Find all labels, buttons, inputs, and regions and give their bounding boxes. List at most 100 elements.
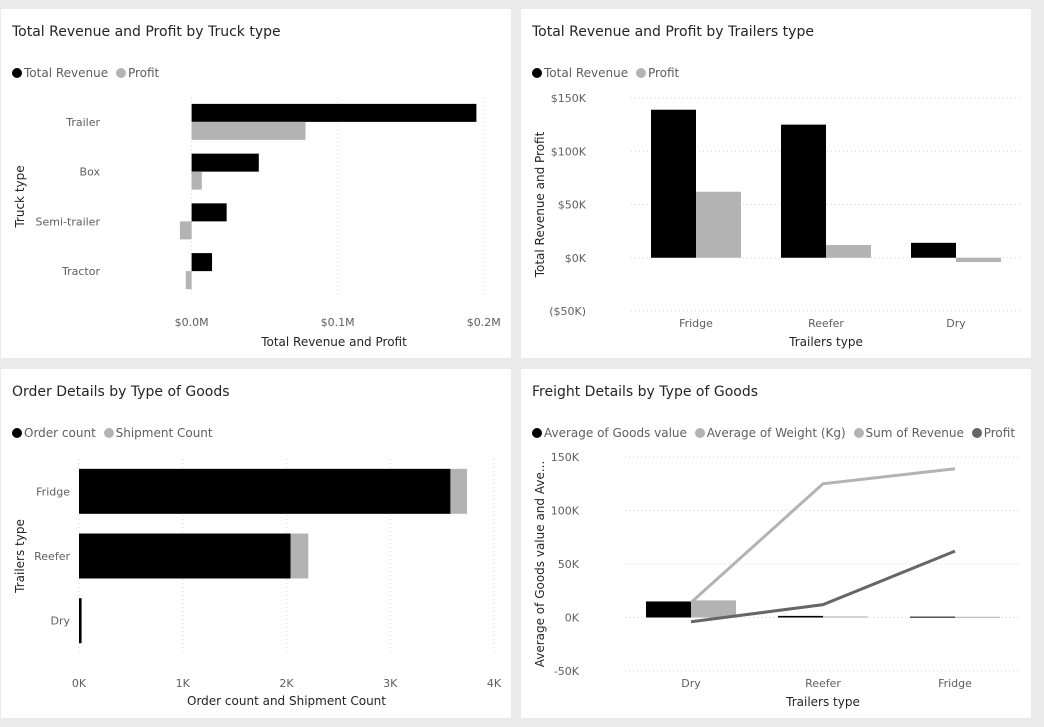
bar-profit-box: [191, 171, 202, 190]
legend-item-shipment-count[interactable]: Shipment Count: [103, 426, 213, 440]
x-tick-label: $0.0M: [175, 316, 209, 329]
bar-average-of-weight-kg--reefer: [823, 616, 868, 618]
bar-order-count-dry: [79, 598, 82, 644]
chart-title: Freight Details by Type of Goods: [532, 384, 759, 400]
y-tick-label: 150K: [551, 451, 580, 464]
bar-profit-reefer: [826, 244, 871, 258]
x-tick-label: 4K: [487, 677, 502, 690]
y-axis-title: Total Revenue and Profit: [533, 131, 547, 278]
truck-type-chart: $0.0M $0.1M $0.2M Trailer Box Semi-trailer Tra…: [13, 97, 501, 349]
legend-dot: [853, 428, 864, 438]
legend-label: Average of Goods value: [544, 426, 687, 440]
panel-trailers-type: Total Revenue and Profit by Trailers typ…: [521, 9, 1031, 358]
legend-dot: [532, 68, 542, 78]
legend: Order count Shipment Count: [12, 426, 217, 440]
legend-item-avg-goods-value[interactable]: Average of Goods value: [532, 426, 687, 440]
legend-item-sum-revenue[interactable]: Sum of Revenue: [853, 426, 964, 440]
bar-total-revenue-box: [191, 153, 259, 172]
legend-dot: [115, 68, 126, 78]
bar-order-count-reefer: [79, 533, 291, 579]
legend-dot: [12, 68, 22, 78]
y-axis-title: Truck type: [13, 165, 27, 228]
panel-order-details: Order Details by Type of Goods Order cou…: [1, 369, 511, 718]
x-tick-label: Fridge: [938, 677, 972, 690]
x-tick-label: 1K: [176, 677, 191, 690]
bar-average-of-goods-value-reefer: [778, 615, 823, 618]
y-tick-label: $150K: [551, 92, 587, 105]
x-tick-label: 2K: [279, 677, 294, 690]
bar-profit-dry: [956, 257, 1001, 263]
bar-shipment-count-fridge: [450, 468, 468, 514]
y-tick-label: 50K: [558, 558, 580, 571]
panel-freight-details: Freight Details by Type of Goods Average…: [521, 369, 1031, 718]
chart-title: Order Details by Type of Goods: [12, 384, 230, 400]
y-tick-label: $0K: [565, 252, 587, 265]
x-tick-label: Reefer: [808, 317, 844, 330]
x-tick-label: 0K: [72, 677, 87, 690]
bar-total-revenue-semi-trailer: [191, 203, 227, 222]
freight-details-chart: 150K 100K 50K 0K -50K Dry Reefer Fridge Trailers…: [533, 451, 1021, 709]
x-tick-label: Reefer: [805, 677, 841, 690]
trailers-type-chart: $150K $100K $50K $0K ($50K) Fridge Reefer Dry Tr…: [533, 92, 1021, 349]
y-axis-title: Trailers type: [13, 519, 27, 594]
bar-total-revenue-trailer: [191, 103, 477, 122]
legend: Average of Goods value Average of Weight…: [532, 426, 1019, 440]
line-sum-of-revenue: [689, 467, 956, 604]
legend-label: Total Revenue: [544, 66, 629, 80]
legend-dot: [694, 428, 705, 438]
y-tick-label: $50K: [558, 199, 587, 212]
bar-average-of-goods-value-dry: [646, 601, 691, 618]
bar-total-revenue-tractor: [191, 253, 213, 272]
legend-dot: [635, 68, 646, 78]
bar-shipment-count-reefer: [290, 533, 309, 579]
legend-item-total-revenue[interactable]: Total Revenue: [12, 66, 108, 80]
legend-dot: [532, 428, 542, 438]
legend-label: Profit: [127, 66, 160, 80]
line-profit: [690, 549, 956, 624]
y-tick-label: Fridge: [36, 485, 70, 498]
legend-label: Average of Weight (Kg): [706, 426, 846, 440]
panel-truck-type: Total Revenue and Profit by Truck type T…: [1, 9, 511, 358]
bar-total-revenue-dry: [911, 242, 956, 258]
x-axis-title: Total Revenue and Profit: [260, 335, 407, 349]
y-axis-title: Average of Goods value and Ave...: [533, 461, 547, 668]
chart-title: Total Revenue and Profit by Truck type: [12, 24, 281, 40]
chart-title: Total Revenue and Profit by Trailers typ…: [532, 24, 814, 40]
legend-dot: [971, 428, 982, 438]
y-tick-label: -50K: [554, 665, 580, 678]
bar-profit-semi-trailer: [179, 221, 192, 240]
legend-item-total-revenue[interactable]: Total Revenue: [532, 66, 628, 80]
order-details-chart: 0K 1K 2K 3K 4K Fridge Reefer Dry Order count and…: [13, 459, 502, 708]
bar-profit-fridge: [696, 191, 741, 258]
legend-label: Sum of Revenue: [865, 426, 964, 440]
x-axis-title: Trailers type: [788, 335, 863, 349]
legend-label: Order count: [24, 426, 96, 440]
y-tick-label: 100K: [551, 505, 580, 518]
bar-profit-tractor: [185, 271, 192, 290]
bar-average-of-goods-value-fridge: [910, 616, 955, 618]
bar-total-revenue-reefer: [781, 124, 826, 258]
legend: Total Revenue Profit: [12, 66, 163, 80]
legend-label: Total Revenue: [24, 66, 109, 80]
legend-dot: [12, 428, 22, 438]
legend-item-profit[interactable]: Profit: [971, 426, 1016, 440]
legend-item-order-count[interactable]: Order count: [12, 426, 96, 440]
legend-item-profit[interactable]: Profit: [635, 66, 680, 80]
legend-dot: [103, 428, 114, 438]
legend-item-profit[interactable]: Profit: [115, 66, 160, 80]
bar-profit-trailer: [191, 121, 306, 140]
y-tick-label: Tractor: [61, 265, 100, 278]
x-tick-label: Dry: [681, 677, 701, 690]
legend-label: Profit: [647, 66, 680, 80]
y-tick-label: 0K: [565, 612, 580, 625]
bar-order-count-fridge: [79, 468, 451, 514]
x-tick-label: 3K: [383, 677, 398, 690]
y-tick-label: Semi-trailer: [36, 215, 101, 228]
legend-item-avg-weight[interactable]: Average of Weight (Kg): [694, 426, 846, 440]
y-tick-label: Dry: [50, 615, 70, 628]
y-tick-label: ($50K): [549, 305, 586, 318]
x-tick-label: Fridge: [679, 317, 713, 330]
legend-label: Profit: [983, 426, 1016, 440]
y-tick-label: Box: [80, 166, 101, 179]
legend: Total Revenue Profit: [532, 66, 683, 80]
